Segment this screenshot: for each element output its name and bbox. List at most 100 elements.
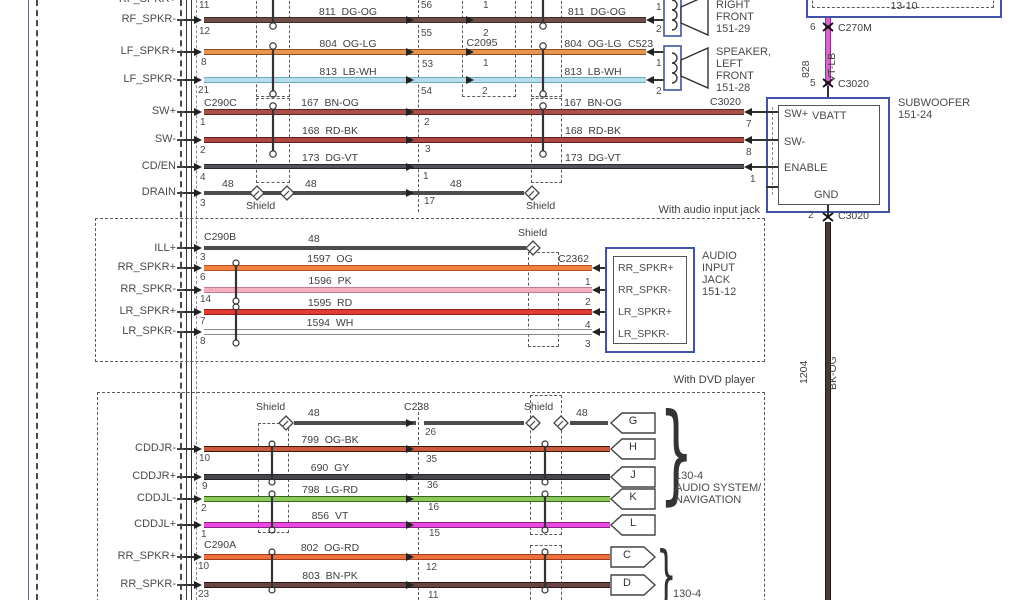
arrow-right <box>406 108 414 116</box>
wire-828-color: VT-LB <box>826 52 838 82</box>
twisted-pair-icon <box>268 548 276 594</box>
connector-x-icon <box>822 78 834 88</box>
lead <box>184 289 196 291</box>
shield-label: Shield <box>256 401 286 413</box>
cd-en-label: CD/EN <box>141 160 176 172</box>
arrow-right <box>194 189 202 197</box>
audio-jack-title4: 151-12 <box>702 286 737 298</box>
mid-pin: 2 <box>424 117 430 128</box>
lead <box>766 139 778 141</box>
cddjl-plus-label: CDDJL+ <box>134 518 176 530</box>
connector-x-icon <box>822 22 834 32</box>
wire-48-dvd-mid <box>424 421 524 425</box>
sub-pin-8: 8 <box>746 147 752 158</box>
shield-diamond-icon <box>524 185 540 201</box>
rr-spkr-minus-label: RR_SPKR- <box>120 283 176 295</box>
cd-en-pin: 4 <box>200 172 206 183</box>
rr-spkr-plus-label: RR_SPKR+ <box>117 261 176 273</box>
tick <box>177 448 185 450</box>
rf-spkr-plus-label: RF_SPKR+ <box>90 0 176 5</box>
tick <box>177 192 185 194</box>
lf-spkr-minus-pin: 21 <box>198 85 210 96</box>
wire-168-label-left: 168 RD-BK <box>301 125 359 137</box>
left-module-edge-line <box>28 0 29 600</box>
brace: } <box>659 391 694 516</box>
lead <box>654 51 666 53</box>
connector-tag-H <box>609 438 656 460</box>
wire-1597-og <box>204 265 592 271</box>
wire-1204-color: BK-OG <box>827 356 839 390</box>
tick <box>177 498 185 500</box>
tag-K-letter: K <box>629 491 637 503</box>
audio-input-jack-option-box <box>95 218 765 362</box>
tick <box>177 79 185 81</box>
wire-799-label: 799 OG-BK <box>301 434 359 446</box>
subwoofer-connector-dash <box>772 107 773 195</box>
arrow-right <box>406 163 414 171</box>
mid-pin-56: 56 <box>421 0 433 11</box>
wire-813-label-right: 813 LB-WH <box>564 66 622 78</box>
tag-H-letter: H <box>629 441 637 453</box>
connector-tag-L <box>609 514 656 536</box>
rf-spkr-minus-pin: 12 <box>199 26 211 37</box>
arrow-right <box>194 286 202 294</box>
wire-167-label-left: 167 BN-OG <box>301 97 359 109</box>
spk-left-pin-2: 2 <box>656 86 662 97</box>
lead <box>184 139 196 141</box>
shield-diamond-icon <box>279 185 295 201</box>
rr-spkr-minus-pin: 14 <box>200 294 212 305</box>
wire-48-drain <box>204 191 524 195</box>
c523-label: C523 <box>628 38 654 50</box>
shield-diamond-icon <box>553 415 569 431</box>
speaker-left-line2: LEFT <box>716 58 743 70</box>
speaker-right-line2: FRONT <box>716 11 754 23</box>
tag-G-letter: G <box>628 415 638 427</box>
lead <box>184 192 196 194</box>
lead <box>752 111 766 113</box>
audio-jack-title2: INPUT <box>702 262 735 274</box>
c2362-label: C2362 <box>558 253 589 265</box>
c2362-pin: 2 <box>585 297 591 308</box>
rf-spkr-plus-pin: 11 <box>199 0 210 11</box>
cddjl-plus-pin: 1 <box>201 529 207 540</box>
arrow-left <box>744 108 752 116</box>
jack-rr-minus-label: RR_SPKR- <box>618 284 672 296</box>
subwoofer-inner-box <box>778 105 880 205</box>
wire-798-label: 798 LG-RD <box>301 484 359 496</box>
c2362-pin: 3 <box>585 339 591 350</box>
wire-168-label-right: 168 RD-BK <box>564 125 622 137</box>
twisted-pair-icon <box>269 42 277 98</box>
c3020-top-label: C3020 <box>838 78 869 90</box>
mid-pin-54: 54 <box>421 86 433 97</box>
speaker-right-line3: 151-29 <box>716 23 751 35</box>
wire-813-label-left: 813 LB-WH <box>319 66 377 78</box>
lead <box>184 166 196 168</box>
wire-690-label: 690 GY <box>310 462 350 474</box>
speaker-right-line1: RIGHT <box>716 0 751 11</box>
wire-804-label-right: 804 OG-LG <box>564 38 622 50</box>
wire-811-dg-og <box>204 17 646 23</box>
wire-48-dvd-left <box>294 421 416 425</box>
twist-box-dvd-right <box>530 395 562 535</box>
c238-pin-11: 11 <box>428 590 439 600</box>
arrow-right <box>194 76 202 84</box>
tick <box>177 139 185 141</box>
c2362-pin: 1 <box>585 277 591 288</box>
lead <box>184 524 196 526</box>
wire-813-lb-wh <box>204 77 646 83</box>
shield-diamond-icon <box>525 240 541 256</box>
c2095-connector-box <box>462 0 516 97</box>
arrow-left <box>592 264 600 272</box>
ref-13-10-label: 13-10 <box>890 0 918 12</box>
wire-1596-pk <box>204 287 592 293</box>
arrow-right <box>194 308 202 316</box>
cddjl-minus-pin: 2 <box>201 503 207 514</box>
lead <box>184 331 196 333</box>
arrow-right <box>194 581 202 589</box>
c290a-label: C290A <box>204 539 237 551</box>
subwoofer-ref: 151-24 <box>898 109 933 121</box>
wire-1597-label: 1597 OG <box>307 253 353 265</box>
drain-label: DRAIN <box>141 186 176 198</box>
c290c-label: C290C <box>204 97 237 109</box>
mid-pin: 3 <box>425 144 431 155</box>
